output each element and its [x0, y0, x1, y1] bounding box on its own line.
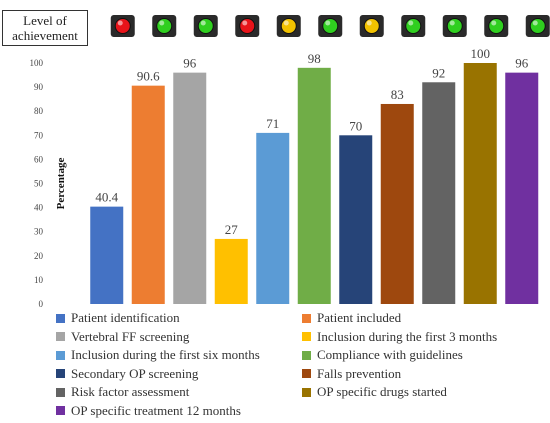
- light-highlight: [283, 20, 289, 26]
- bar: [339, 135, 373, 304]
- legend-label: Secondary OP screening: [71, 365, 199, 381]
- achievement-light-yellow: [280, 18, 297, 34]
- light-highlight: [408, 20, 414, 26]
- legend-swatch: [56, 332, 65, 341]
- legend-label: Compliance with guidelines: [317, 347, 463, 362]
- bar: [422, 82, 456, 304]
- bar-value-label: 71: [266, 116, 279, 131]
- achievement-light-yellow: [363, 18, 380, 34]
- legend-item: Inclusion during the first six months: [56, 347, 260, 363]
- legend-item: Falls prevention: [302, 366, 401, 382]
- legend-swatch: [56, 313, 65, 323]
- bar-value-label: 70: [349, 118, 362, 133]
- bar-value-label: 27: [225, 222, 239, 237]
- legend-swatch: [302, 350, 311, 360]
- achievement-light-green: [529, 18, 546, 34]
- achievement-light-green: [322, 18, 339, 34]
- y-tick-label: 50: [34, 179, 44, 189]
- bar: [256, 132, 290, 304]
- bar-value-label: 100: [471, 46, 491, 61]
- bar-value-label: 90.6: [137, 69, 160, 84]
- legend-swatch: [302, 332, 311, 341]
- legend-label: OP specific drugs started: [317, 384, 447, 399]
- light-highlight: [532, 20, 538, 26]
- achievement-light-green: [405, 18, 422, 34]
- y-tick-label: 20: [34, 251, 44, 261]
- bar: [380, 103, 414, 304]
- light-highlight: [200, 20, 206, 26]
- y-tick-label: 90: [34, 82, 44, 92]
- bar-value-label: 96: [183, 56, 197, 71]
- y-tick-label: 10: [34, 275, 44, 285]
- bar-value-label: 96: [515, 56, 529, 71]
- legend-swatch: [56, 369, 65, 378]
- light-highlight: [366, 20, 372, 26]
- light-highlight: [325, 20, 331, 26]
- y-axis-label: Percentage: [55, 158, 67, 210]
- achievement-light-green: [446, 18, 463, 34]
- legend-item: OP specific drugs started: [302, 384, 447, 400]
- bar-value-label: 98: [308, 51, 321, 66]
- legend-item: Compliance with guidelines: [302, 347, 463, 363]
- legend-label: Patient identification: [71, 310, 180, 325]
- light-highlight: [117, 20, 123, 26]
- achievement-light-red: [239, 18, 256, 34]
- y-tick-label: 60: [34, 154, 44, 164]
- achievement-light-green: [156, 18, 173, 34]
- legend-label: OP specific treatment 12 months: [71, 402, 241, 418]
- legend-label: Inclusion during the first six months: [71, 347, 260, 362]
- light-highlight: [449, 20, 455, 26]
- bar-value-label: 92: [432, 65, 445, 80]
- light-highlight: [159, 20, 165, 26]
- bar-chart: 0 10 20 30 40 50 60 70 80 90 100 Percentage 40.4 90.6…: [30, 15, 550, 309]
- y-tick-label: 0: [39, 299, 44, 309]
- legend-swatch: [302, 313, 311, 323]
- bar: [463, 63, 497, 304]
- legend-swatch: [56, 350, 65, 360]
- legend-label: Risk factor assessment: [71, 384, 190, 399]
- legend-item: Inclusion during the first 3 months: [302, 329, 497, 345]
- y-tick-label: 70: [34, 130, 44, 140]
- bar-value-label: 40.4: [95, 190, 118, 205]
- bar: [214, 238, 248, 304]
- legend-label: Patient included: [317, 310, 402, 325]
- legend-swatch: [302, 369, 311, 378]
- bar: [131, 85, 165, 305]
- y-tick-label: 40: [34, 203, 44, 213]
- y-tick-label: 100: [30, 58, 44, 68]
- bar: [90, 206, 124, 304]
- bar: [505, 72, 539, 304]
- achievement-light-green: [488, 18, 505, 34]
- bar-value-label: 83: [391, 87, 404, 102]
- legend-item: Patient identification: [56, 310, 180, 326]
- legend-swatch: [56, 406, 65, 415]
- level-of-achievement-label: Level of achievement: [2, 10, 88, 46]
- legend-label: Inclusion during the first 3 months: [317, 328, 498, 344]
- light-highlight: [491, 20, 497, 26]
- bar: [297, 67, 331, 304]
- legend-label: Vertebral FF screening: [71, 328, 190, 344]
- achievement-light-red: [114, 18, 131, 34]
- legend-item: Risk factor assessment: [56, 384, 189, 400]
- y-tick-label: 30: [34, 227, 44, 237]
- achievement-light-green: [197, 18, 214, 34]
- legend-swatch: [302, 387, 311, 397]
- legend-item: Vertebral FF screening: [56, 329, 189, 345]
- legend-item: Secondary OP screening: [56, 366, 198, 382]
- legend-item: Patient included: [302, 310, 401, 326]
- light-highlight: [242, 20, 248, 26]
- bar: [173, 72, 207, 304]
- legend-swatch: [56, 387, 65, 397]
- legend-label: Falls prevention: [317, 365, 402, 381]
- y-tick-label: 80: [34, 106, 44, 116]
- legend-item: OP specific treatment 12 months: [56, 403, 241, 419]
